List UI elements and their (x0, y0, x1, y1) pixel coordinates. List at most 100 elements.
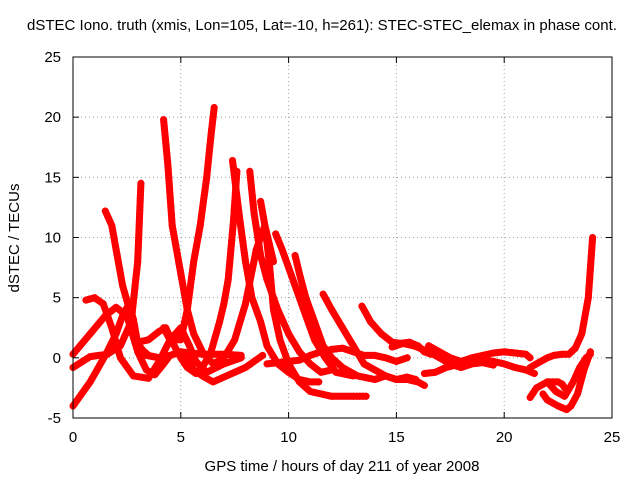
series-track (229, 157, 323, 386)
data-point (436, 348, 443, 356)
x-tick-label: 5 (177, 429, 185, 446)
data-point (160, 116, 168, 123)
data-point (377, 330, 385, 338)
data-point (552, 388, 560, 395)
data-point (257, 198, 264, 205)
data-point (328, 306, 336, 314)
axis-ticks: 0 5 10 15 20 25 -5 0 5 10 15 20 25 (44, 49, 620, 446)
data-point (589, 234, 596, 241)
data-point (543, 396, 551, 404)
data-point (155, 354, 163, 362)
data-point (403, 376, 411, 383)
y-tick-label: 25 (44, 49, 61, 66)
y-tick-label: 20 (44, 109, 61, 126)
y-axis-label: dSTEC / TECUs (6, 184, 23, 293)
data-point (130, 372, 137, 380)
data-point (393, 376, 400, 383)
data-point (164, 161, 172, 169)
data-point (296, 356, 303, 364)
data-point (199, 348, 206, 356)
data-point (371, 376, 379, 383)
series-pass-i (229, 157, 323, 386)
data-point (306, 388, 314, 395)
data-point (101, 207, 109, 215)
data-point (328, 354, 336, 362)
data-point (285, 368, 292, 376)
data-point (296, 376, 303, 383)
data-point (145, 374, 152, 382)
data-point (263, 342, 271, 350)
data-point (328, 346, 336, 353)
data-point (442, 364, 450, 371)
data-point (311, 336, 318, 344)
data-point (306, 378, 314, 386)
data-point (235, 210, 243, 217)
data-point (490, 349, 497, 357)
data-point (145, 336, 152, 344)
data-point (360, 360, 368, 368)
data-point (242, 364, 249, 371)
data-point (490, 358, 497, 365)
data-point (543, 378, 551, 386)
data-point (91, 294, 98, 302)
data-point (317, 368, 325, 376)
data-point (242, 258, 249, 265)
data-point (190, 258, 198, 265)
series-pass-t (526, 234, 597, 371)
data-point (137, 179, 145, 187)
data-point (559, 350, 566, 358)
data-point (393, 358, 400, 365)
data-point (246, 167, 254, 175)
data-point (362, 392, 370, 400)
data-point (349, 342, 357, 350)
x-tick-label: 10 (280, 429, 297, 446)
data-point (578, 330, 586, 338)
data-point (285, 264, 292, 271)
data-point (82, 296, 90, 304)
data-point (203, 173, 211, 181)
data-point (403, 354, 411, 362)
data-point (112, 246, 120, 253)
data-point (210, 104, 218, 111)
data-point (86, 353, 94, 360)
data-point (216, 318, 224, 326)
data-point (574, 390, 581, 398)
data-point (119, 282, 126, 289)
data-point (360, 352, 368, 359)
data-point (117, 354, 124, 362)
data-point (86, 330, 94, 338)
data-point (248, 294, 256, 302)
data-point (431, 368, 439, 376)
data-point (231, 336, 239, 344)
data-point (302, 294, 310, 302)
y-tick-label: 15 (44, 169, 61, 186)
data-point (421, 382, 428, 389)
data-point (186, 342, 193, 350)
data-point (112, 303, 120, 311)
data-point (500, 360, 508, 368)
data-point (274, 306, 282, 314)
data-point (296, 348, 303, 356)
data-point (526, 364, 534, 371)
data-point (220, 373, 228, 381)
data-point (511, 349, 519, 357)
data-point (257, 318, 264, 326)
data-point (190, 330, 198, 338)
data-point (526, 394, 534, 401)
chart-title: dSTEC Iono. truth (xmis, Lon=105, Lat=-1… (27, 17, 617, 34)
x-tick-label: 25 (604, 429, 621, 446)
data-point (511, 364, 519, 371)
data-point (576, 364, 584, 371)
y-tick-label: 10 (44, 230, 61, 247)
data-point (207, 348, 215, 356)
series-pass-k (257, 197, 277, 266)
data-point (421, 370, 428, 377)
data-point (263, 360, 271, 368)
data-point (272, 230, 280, 238)
plus-markers (229, 157, 323, 386)
data-point (531, 370, 538, 377)
data-point (349, 348, 357, 356)
data-point (457, 360, 465, 368)
data-point (500, 348, 508, 356)
data-point (127, 312, 135, 320)
